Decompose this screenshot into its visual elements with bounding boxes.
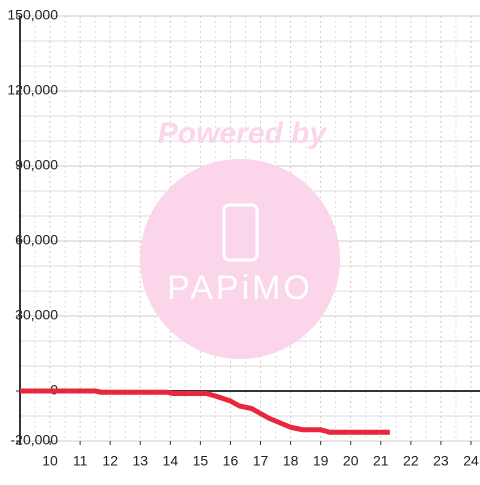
y-tick-label: 60,000 [15, 232, 58, 248]
line-series [20, 388, 390, 435]
y-tick-label: 30,000 [15, 307, 58, 323]
watermark: Powered by PAPiMO [140, 117, 340, 359]
x-tick-label: 12 [102, 453, 118, 469]
x-tick-label: 22 [403, 453, 419, 469]
x-tick-label: 21 [373, 453, 389, 469]
x-tick-label: 18 [283, 453, 299, 469]
x-tick-label: 11 [73, 453, 88, 469]
y-tick-label: 150,000 [7, 7, 58, 23]
x-tick-label: 23 [433, 453, 449, 469]
x-tick-label: 24 [463, 453, 479, 469]
x-tick-label: 19 [313, 453, 329, 469]
watermark-top: Powered by [158, 117, 328, 150]
x-tick-label: 15 [193, 453, 209, 469]
x-tick-label: 13 [132, 453, 148, 469]
y-tick-label: -20,000 [11, 432, 59, 448]
x-tick-label: 14 [163, 453, 179, 469]
x-tick-label: 20 [343, 453, 359, 469]
x-tick-label: 10 [42, 453, 58, 469]
y-tick-label: 90,000 [15, 157, 58, 173]
watermark-icon [222, 203, 259, 262]
y-tick-label: 120,000 [7, 82, 58, 98]
watermark-bottom: PAPiMO [167, 269, 313, 307]
x-tick-label: 16 [223, 453, 239, 469]
x-tick-label: 17 [253, 453, 269, 469]
